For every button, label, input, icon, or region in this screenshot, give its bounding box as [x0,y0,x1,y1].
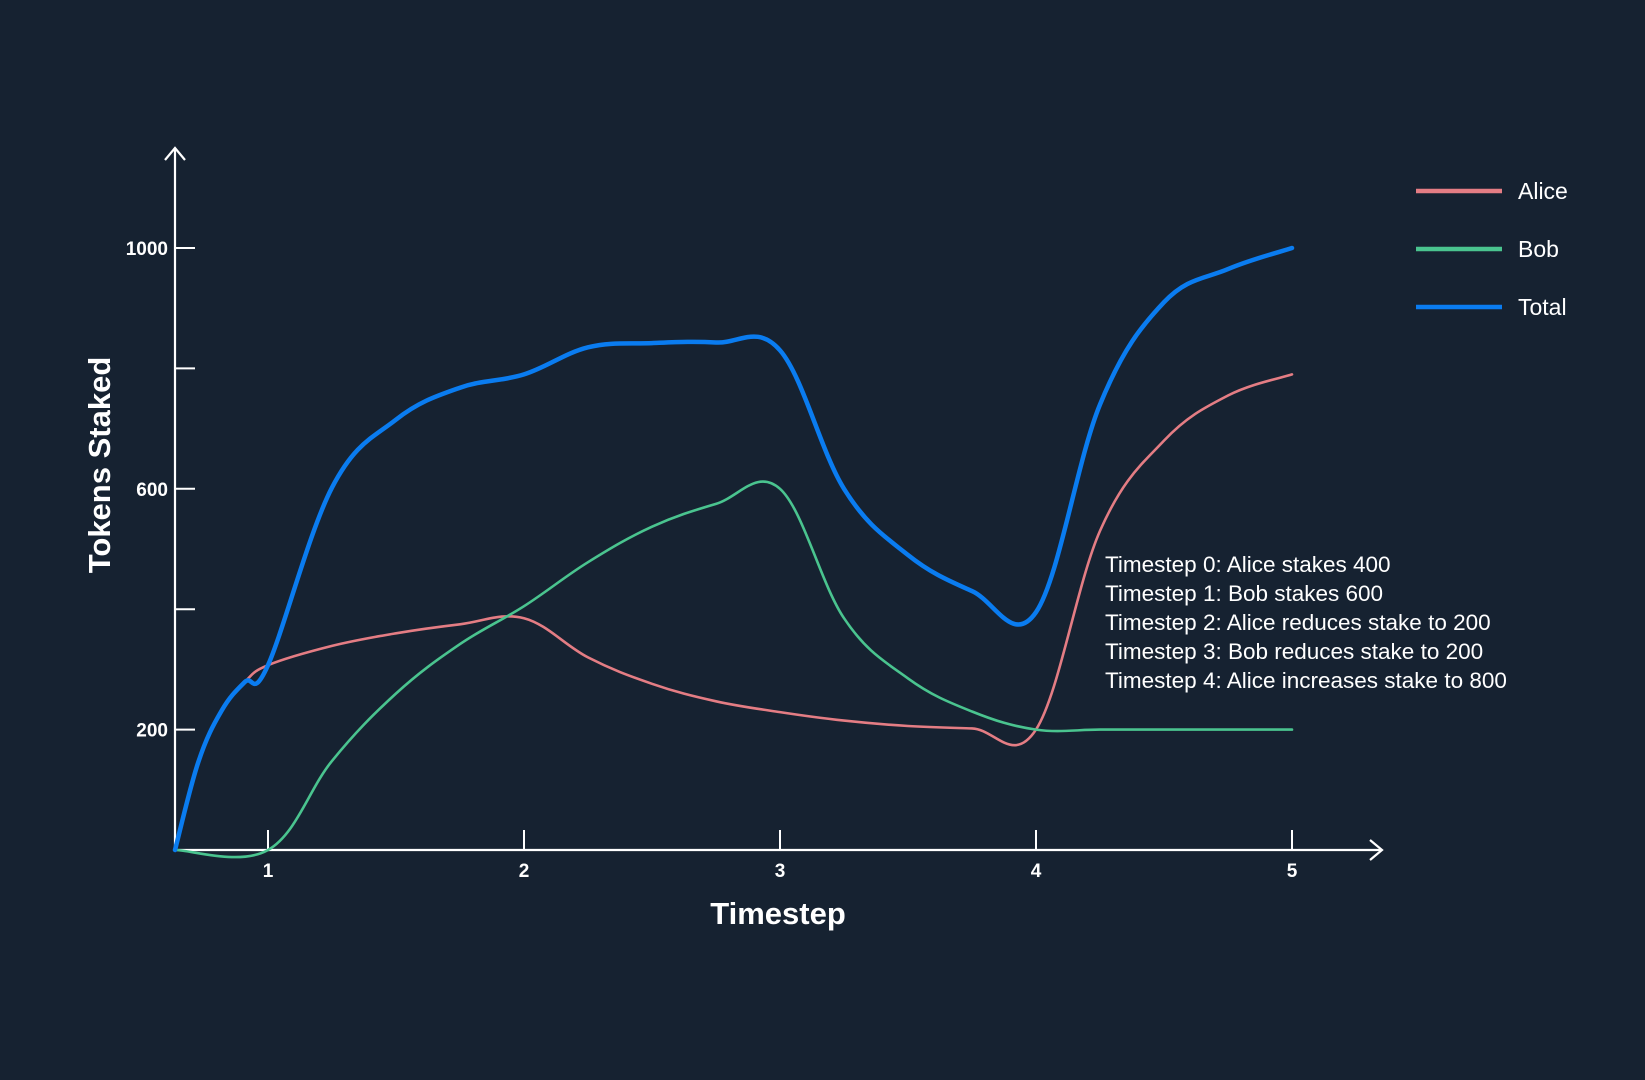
annotation-line: Timestep 4: Alice increases stake to 800 [1105,668,1507,693]
y-axis-arrow-icon [164,146,186,161]
y-ticks: 200 600 1000 [126,239,195,742]
series-line-bob [173,480,1294,859]
annotation-line: Timestep 2: Alice reduces stake to 200 [1105,610,1491,635]
x-tick-label: 1 [263,861,274,882]
y-axis-title: Tokens Staked [82,357,117,574]
x-tick-label: 2 [519,861,530,882]
x-tick-label: 3 [775,861,786,882]
y-tick-label: 200 [136,721,168,742]
legend-label: Total [1518,294,1567,320]
legend-label: Alice [1518,178,1568,204]
x-tick-label: 5 [1287,861,1298,882]
series-layer [172,245,1295,859]
legend: Alice Bob Total [1416,178,1568,320]
series-line-total [172,245,1295,853]
x-ticks: 1 2 3 4 5 [263,830,1298,882]
legend-label: Bob [1518,236,1559,262]
y-tick-label: 1000 [126,239,168,260]
annotations: Timestep 0: Alice stakes 400 Timestep 1: … [1105,552,1507,693]
annotation-line: Timestep 3: Bob reduces stake to 200 [1105,639,1483,664]
axes [164,146,1384,861]
y-tick-label: 600 [136,480,168,501]
series-line-alice [173,373,1294,852]
annotation-line: Timestep 0: Alice stakes 400 [1105,552,1391,577]
x-axis-title: Timestep [710,896,846,931]
x-axis-arrow-icon [1369,839,1384,861]
x-tick-label: 4 [1031,861,1042,882]
annotation-line: Timestep 1: Bob stakes 600 [1105,581,1383,606]
